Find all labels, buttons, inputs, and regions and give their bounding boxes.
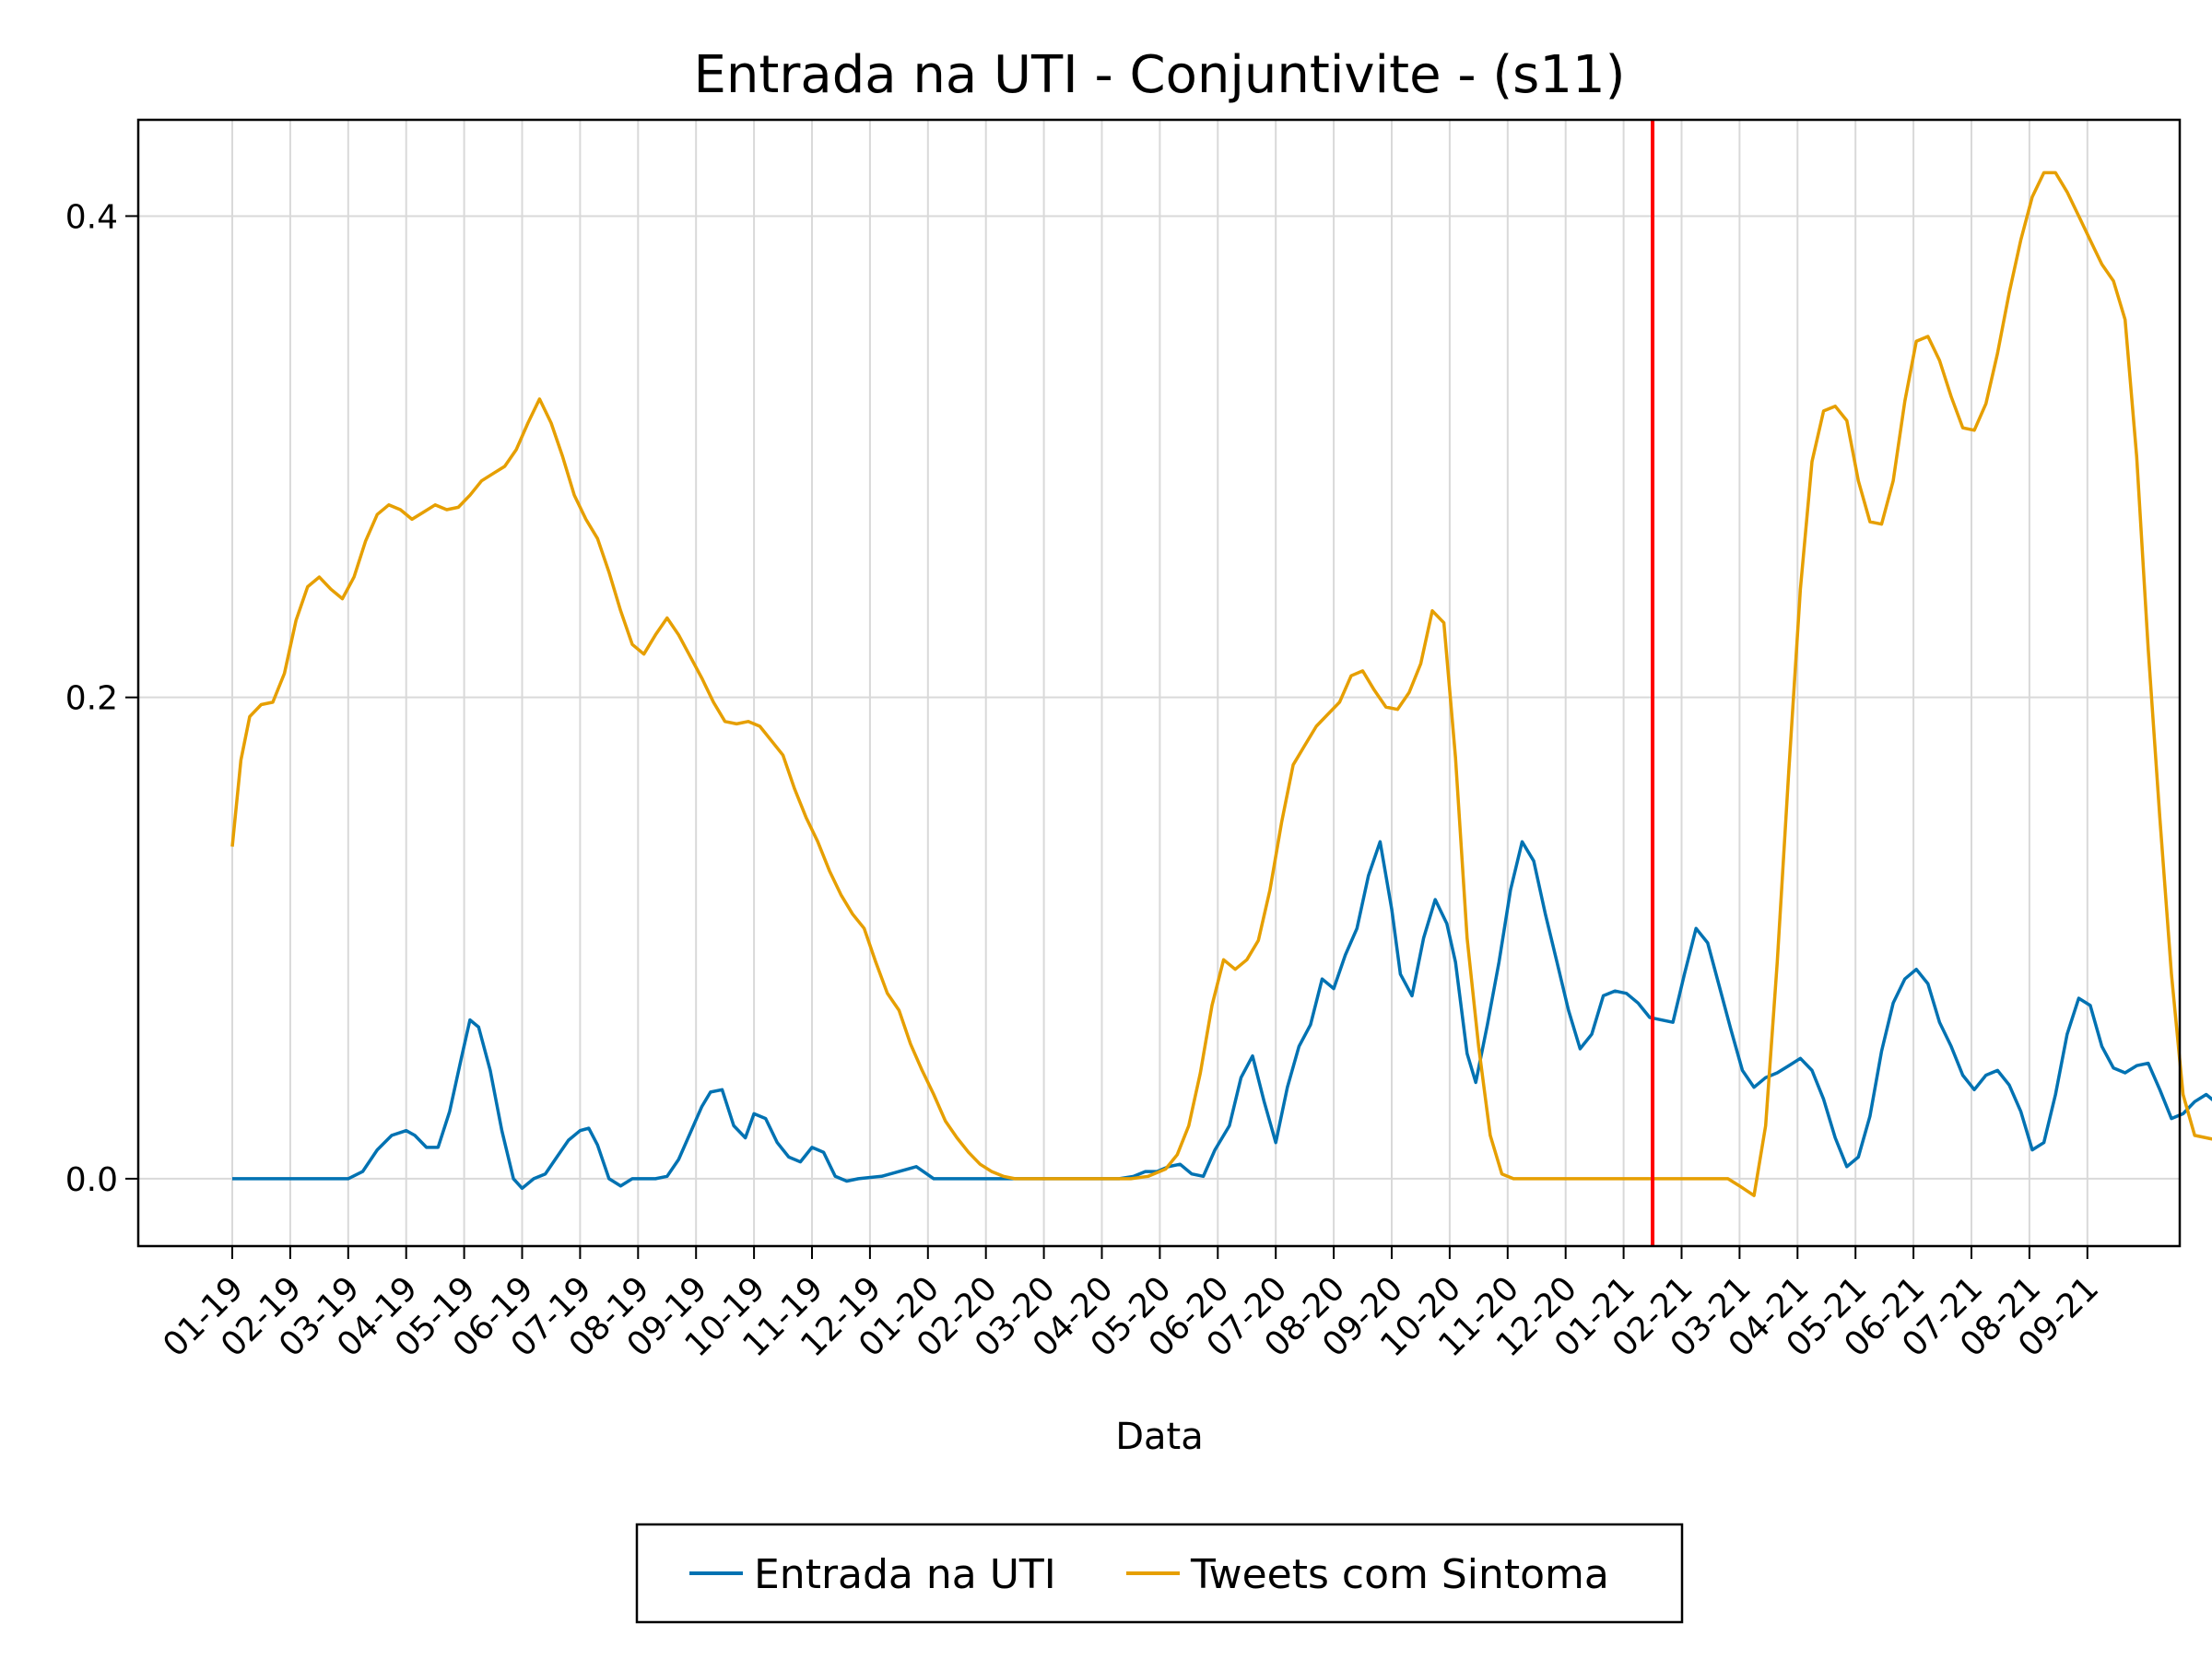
grid [138,120,2180,1246]
y-tick-label: 0.0 [65,1161,118,1199]
series-line-tweets-com-sintoma [230,171,2212,1197]
y-tick-label: 0.2 [65,680,118,718]
legend-label-tweets-com-sintoma: Tweets com Sintoma [1190,1551,1609,1598]
legend: Entrada na UTI Tweets com Sintoma [635,1523,1684,1624]
y-axis: 0.0 0.2 0.4 [65,198,138,1199]
chart-title: Entrada na UTI - Conjuntivite - (s11) [694,45,1626,105]
y-tick-label: 0.4 [65,198,118,236]
series-layer [230,171,2212,1197]
legend-label-entrada-na-uti: Entrada na UTI [754,1551,1056,1598]
series-line-entrada-na-uti [232,840,2212,1191]
x-axis-title: Data [1115,1416,1204,1458]
